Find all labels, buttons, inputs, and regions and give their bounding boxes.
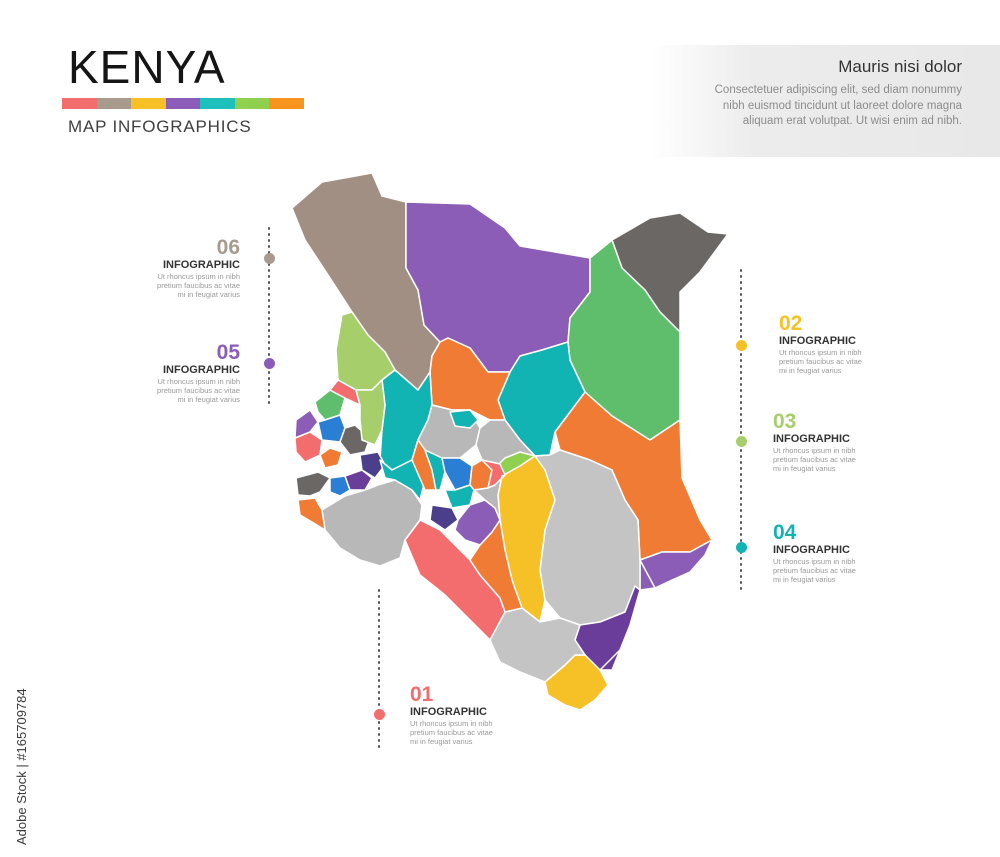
callout-number: 06 [216,236,240,259]
color-stripe [234,98,270,109]
color-stripe [269,98,305,109]
map-region [355,379,386,446]
callout-number: 04 [773,521,797,544]
map-region [454,499,501,546]
callout-dot-03 [736,436,747,447]
callout-number: 03 [773,410,797,433]
callout-dot-06 [264,253,275,264]
map-region [379,459,426,501]
callout-text: Ut rhoncus ipsum in nibh pretium faucibu… [157,272,240,299]
map-region [639,539,713,591]
callout-label: INFOGRAPHIC [163,364,240,376]
color-stripe [96,98,132,109]
callout-text: Ut rhoncus ipsum in nibh pretium faucibu… [157,377,240,404]
map-region [294,409,319,439]
callout-dot-01 [374,709,385,720]
callout-05: 05 INFOGRAPHIC Ut rhoncus ipsum in nibh … [150,341,240,405]
callout-04: 04 INFOGRAPHIC Ut rhoncus ipsum in nibh … [773,521,865,585]
color-stripe [131,98,166,109]
callout-dot-05 [264,358,275,369]
map-region [359,451,386,479]
callout-number: 05 [216,341,240,364]
callout-text: Ut rhoncus ipsum in nibh pretium faucibu… [410,719,493,746]
callout-label: INFOGRAPHIC [773,433,850,445]
color-stripe [62,98,97,109]
map-region [489,607,586,683]
stock-watermark: Adobe Stock | #165709784 [14,688,29,845]
color-stripe [200,98,235,109]
map-region [297,497,326,531]
info-box: Mauris nisi dolor Consectetuer adipiscin… [650,45,1000,157]
callout-label: INFOGRAPHIC [410,706,487,718]
map-region [473,474,506,521]
callout-text: Ut rhoncus ipsum in nibh pretium faucibu… [779,348,862,375]
map-region [344,469,373,491]
callout-text: Ut rhoncus ipsum in nibh pretium faucibu… [773,446,856,473]
callout-label: INFOGRAPHIC [779,335,856,347]
page-title: KENYA [68,41,226,93]
callout-dot-04 [736,542,747,553]
callout-number: 01 [410,683,434,706]
page-subtitle: MAP INFOGRAPHICS [68,117,252,136]
map-region [429,504,459,531]
color-stripe [165,98,201,109]
callout-dot-02 [736,340,747,351]
map-region [295,471,331,497]
callout-01: 01 INFOGRAPHIC Ut rhoncus ipsum in nibh … [410,683,502,747]
map-region [329,475,351,497]
color-stripe-bar [62,98,305,109]
callout-03: 03 INFOGRAPHIC Ut rhoncus ipsum in nibh … [773,410,865,474]
info-box-title: Mauris nisi dolor [838,57,962,76]
info-box-text: Consectetuer adipiscing elit, sed diam n… [714,84,962,127]
callout-06: 06 INFOGRAPHIC Ut rhoncus ipsum in nibh … [150,236,240,300]
map-region [319,447,343,469]
callout-text: Ut rhoncus ipsum in nibh pretium faucibu… [773,557,856,584]
callout-label: INFOGRAPHIC [163,259,240,271]
map-region [449,409,479,429]
callout-number: 02 [779,312,803,335]
map-region [321,479,423,567]
callout-label: INFOGRAPHIC [773,544,850,556]
callout-02: 02 INFOGRAPHIC Ut rhoncus ipsum in nibh … [779,312,871,376]
